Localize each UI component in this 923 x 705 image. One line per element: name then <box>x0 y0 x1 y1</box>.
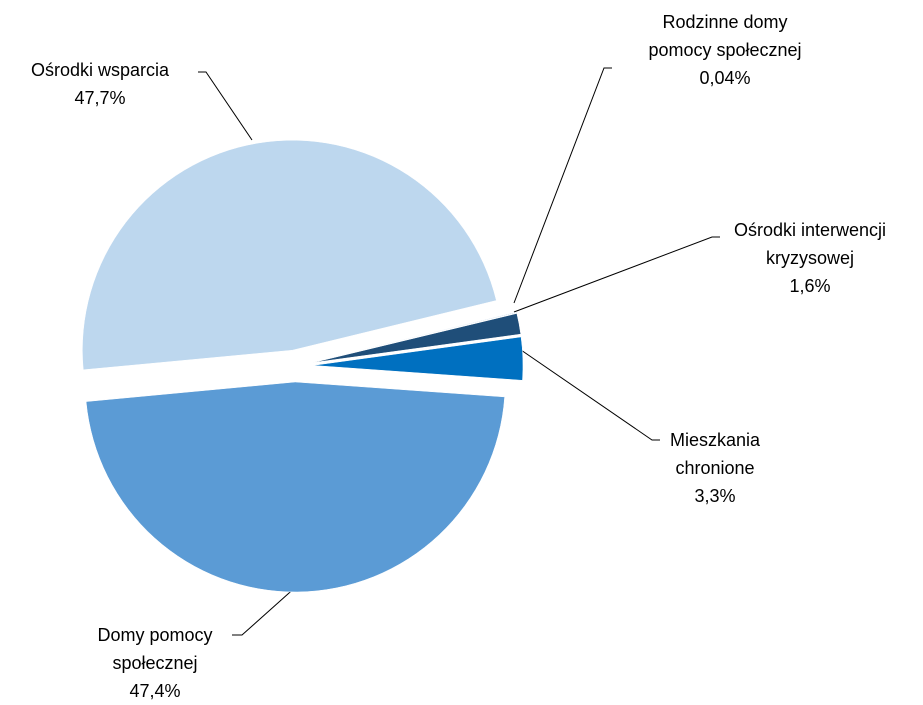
value-label: 0,04% <box>699 68 751 88</box>
pie-slice <box>312 311 517 363</box>
pie-slice <box>85 381 505 593</box>
slice-label: Ośrodki interwencji kryzysowej 1,6% <box>715 216 905 300</box>
value-label: 47,7% <box>74 88 126 108</box>
leader-line <box>513 236 720 313</box>
leader-line <box>198 71 253 141</box>
category-name: Domy pomocy społecznej <box>97 625 213 673</box>
value-label: 47,4% <box>129 681 181 701</box>
category-name: Ośrodki interwencji kryzysowej <box>733 220 887 268</box>
slice-label: Domy pomocy społecznej 47,4% <box>85 621 225 705</box>
category-name: Ośrodki wsparcia <box>30 60 170 80</box>
value-label: 1,6% <box>789 276 831 296</box>
slice-label: Ośrodki wsparcia 47,7% <box>0 56 200 112</box>
leader-line <box>232 584 299 636</box>
pie-slice <box>312 336 524 381</box>
value-label: 3,3% <box>694 486 736 506</box>
pie-slice <box>82 140 497 371</box>
category-name: Rodzinne domy pomocy społecznej <box>648 12 802 60</box>
slice-label: Mieszkania chronione 3,3% <box>660 426 770 510</box>
leader-line <box>520 349 660 441</box>
slice-label: Rodzinne domy pomocy społecznej 0,04% <box>630 8 820 92</box>
pie-slice <box>312 313 522 363</box>
leader-line <box>513 67 612 304</box>
category-name: Mieszkania chronione <box>669 430 761 478</box>
